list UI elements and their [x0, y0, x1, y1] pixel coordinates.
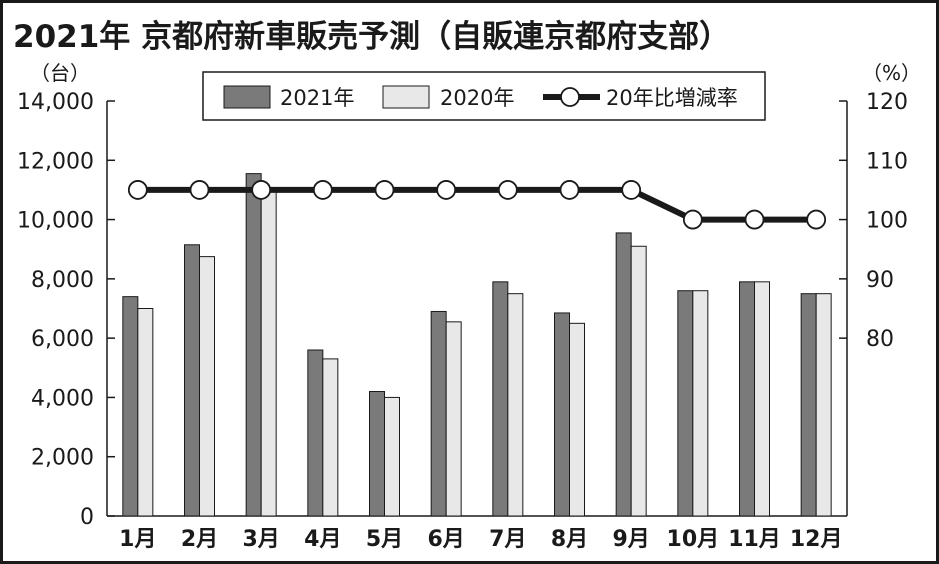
left-tick-label: 6,000 — [31, 327, 94, 352]
right-tick-label: 110 — [866, 149, 908, 174]
bar-2021 — [122, 296, 139, 517]
left-tick-label: 14,000 — [17, 90, 94, 115]
x-tick-label: 11月 — [728, 527, 781, 552]
x-tick-label: 7月 — [489, 527, 526, 552]
bar-2020 — [384, 396, 400, 517]
x-tick-label: 2月 — [181, 527, 218, 552]
right-tick-label: 90 — [866, 268, 894, 293]
line-marker — [251, 180, 272, 200]
left-tick-label: 0 — [80, 505, 94, 530]
bar-2021 — [615, 232, 632, 517]
left-tick-label: 2,000 — [31, 446, 94, 471]
x-tick-label: 5月 — [366, 527, 403, 552]
bar-2021 — [492, 281, 509, 517]
x-tick-label: 3月 — [243, 527, 280, 552]
legend-box — [202, 71, 766, 121]
line-series-rate — [137, 186, 817, 223]
legend-swatch-rate-marker — [560, 87, 580, 107]
bar-2020 — [199, 256, 215, 517]
bar-2021 — [369, 391, 385, 517]
line-marker — [744, 209, 765, 230]
x-tick-label: 8月 — [551, 527, 588, 552]
right-tick-label: 120 — [866, 90, 908, 115]
bar-2020 — [260, 189, 277, 517]
left-tick-label: 12,000 — [17, 149, 94, 174]
line-marker — [374, 180, 395, 200]
x-tick-label: 1月 — [119, 527, 156, 552]
bar-2020 — [630, 245, 647, 517]
left-tick-label: 4,000 — [31, 386, 94, 411]
line-marker — [127, 180, 148, 200]
bar-2020 — [507, 293, 524, 517]
bar-2021 — [184, 244, 200, 517]
bar-2021 — [430, 310, 447, 517]
x-tick-label: 4月 — [304, 527, 341, 552]
bar-2020 — [569, 322, 585, 517]
x-tick-label: 9月 — [613, 527, 650, 552]
bar-2021 — [307, 349, 324, 517]
right-axis-unit: （%） — [862, 61, 921, 85]
legend-swatch-2020 — [382, 85, 430, 109]
line-marker — [497, 180, 518, 200]
bar-2020 — [137, 308, 154, 517]
left-tick-label: 8,000 — [31, 268, 94, 293]
x-tick-label: 6月 — [428, 527, 465, 552]
legend-label-rate: 20年比増減率 — [606, 86, 738, 110]
bar-2021 — [739, 281, 755, 517]
x-tick-label: 12月 — [790, 527, 843, 552]
legend-label-2020: 2020年 — [440, 86, 514, 110]
line-marker — [682, 209, 703, 230]
left-axis-unit: （台） — [30, 61, 90, 85]
legend-label-2021: 2021年 — [280, 86, 354, 110]
chart-title: 2021年 京都府新車販売予測（自販連京都府支部） — [13, 19, 731, 55]
left-tick-label: 10,000 — [17, 209, 94, 234]
right-tick-label: 80 — [866, 327, 894, 352]
legend-swatch-2021 — [223, 85, 271, 109]
line-marker — [312, 180, 333, 200]
bar-2020 — [754, 281, 770, 517]
right-tick-label: 100 — [866, 209, 908, 234]
line-marker — [189, 180, 210, 200]
line-marker — [436, 180, 457, 200]
bar-2020 — [322, 358, 339, 517]
bar-2021 — [677, 290, 694, 517]
bar-2020 — [815, 293, 832, 517]
bar-2021 — [554, 312, 570, 517]
bar-2021 — [245, 173, 262, 517]
x-tick-label: 10月 — [667, 527, 720, 552]
line-marker — [559, 180, 580, 200]
line-marker — [806, 209, 827, 230]
bar-2020 — [445, 321, 462, 517]
line-marker — [621, 180, 642, 200]
bar-2021 — [800, 293, 817, 517]
bar-2020 — [692, 290, 709, 517]
